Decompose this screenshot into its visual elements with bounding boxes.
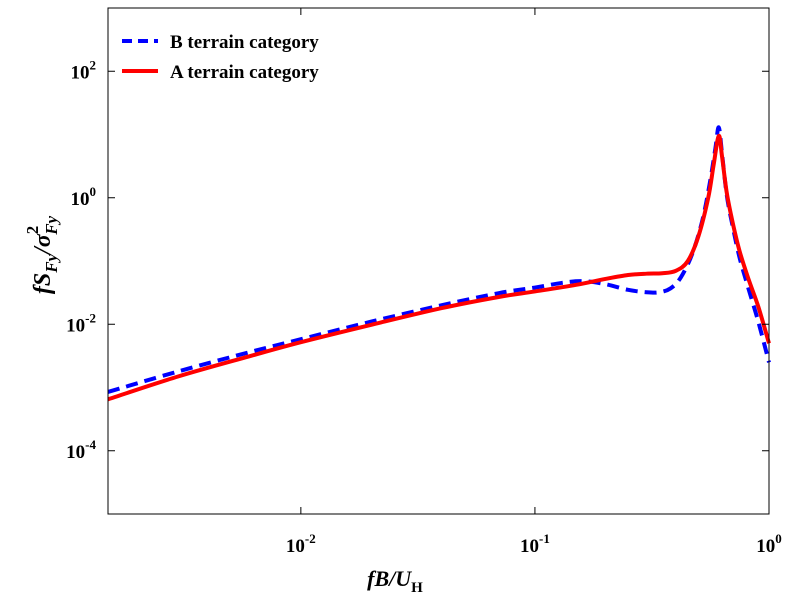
x-axis-label: fB/UH bbox=[367, 566, 423, 596]
x-tick-label: 10-2 bbox=[286, 531, 316, 557]
x-tick-label: 100 bbox=[756, 531, 782, 557]
plot-frame bbox=[107, 7, 770, 515]
y-tick-label: 10-4 bbox=[66, 437, 96, 463]
x-tick-label: 10-1 bbox=[520, 531, 550, 557]
series-line-b-terrain bbox=[107, 125, 771, 394]
series-layer bbox=[107, 125, 771, 402]
y-tick-label: 10-2 bbox=[66, 310, 96, 336]
y-axis-label: fSFy/σ2Fy bbox=[23, 215, 61, 294]
plot-background bbox=[108, 8, 769, 514]
y-tick-label: 102 bbox=[71, 57, 97, 83]
y-tick-label: 100 bbox=[71, 184, 97, 210]
legend-label-a-terrain: A terrain category bbox=[170, 62, 319, 83]
legend-label-b-terrain: B terrain category bbox=[170, 32, 319, 53]
series-line-a-terrain bbox=[107, 133, 771, 402]
ticks-layer: 10-2 10-1 100 10-4 10-2 100 102 bbox=[66, 8, 782, 557]
legend: B terrain category A terrain category bbox=[122, 32, 319, 83]
